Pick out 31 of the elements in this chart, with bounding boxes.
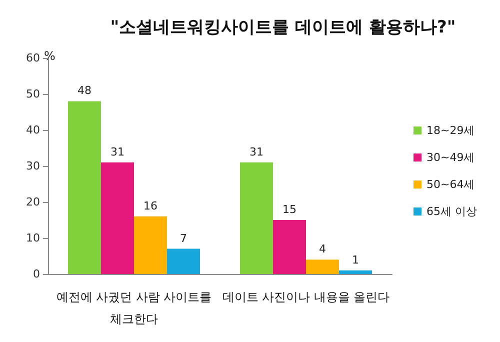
data-label: 31	[250, 145, 264, 158]
data-label: 16	[144, 199, 158, 212]
legend-label: 50~64세	[426, 178, 475, 191]
bar	[306, 260, 339, 274]
bar	[339, 270, 372, 274]
legend-label: 30~49세	[426, 151, 475, 164]
bar	[240, 162, 273, 274]
x-tick-label: 데이트 사진이나 내용을 올린다	[222, 290, 390, 304]
chart-title: "소셜네트워킹사이트를 데이트에 활용하나?"	[110, 18, 456, 38]
data-label: 4	[319, 242, 326, 256]
bar	[68, 101, 101, 274]
y-tick-label: 60	[26, 52, 40, 64]
data-label: 31	[110, 145, 124, 158]
y-axis-title: %	[44, 49, 56, 63]
bar	[134, 216, 167, 274]
legend-label: 65세 이상	[426, 205, 478, 218]
bar	[273, 220, 306, 274]
bar	[167, 248, 200, 274]
data-label: 1	[352, 253, 359, 266]
bar	[101, 162, 134, 274]
data-label: 48	[78, 84, 92, 98]
data-label: 7	[180, 232, 187, 245]
y-tick-label: 30	[26, 160, 40, 172]
y-tick-label: 50	[26, 88, 40, 100]
data-label: 15	[282, 203, 296, 216]
y-tick-label: 10	[26, 232, 40, 244]
legend-label: 18~29세	[426, 124, 475, 137]
y-tick-label: 40	[26, 124, 40, 136]
x-tick-label: 예전에 사궜던 사람 사이트를 체크한다	[56, 290, 212, 326]
y-tick-label: 0	[33, 268, 40, 280]
y-tick-label: 20	[26, 196, 40, 208]
